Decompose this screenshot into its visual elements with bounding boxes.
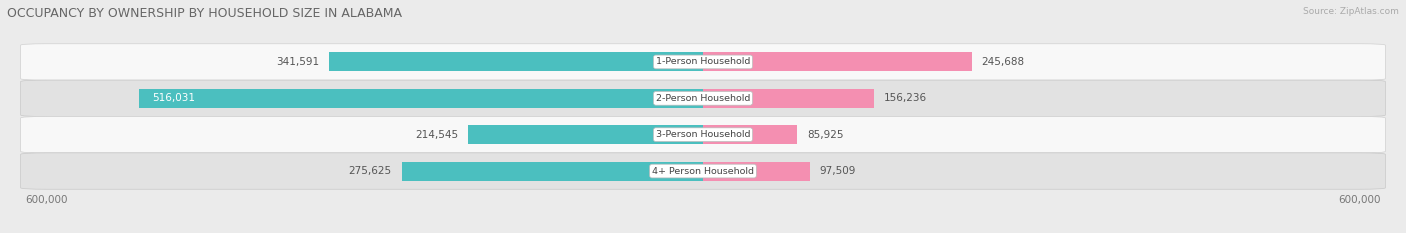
Text: 516,031: 516,031 [152, 93, 195, 103]
Bar [703, 89, 875, 108]
Text: 156,236: 156,236 [884, 93, 927, 103]
Text: Source: ZipAtlas.com: Source: ZipAtlas.com [1303, 7, 1399, 16]
Text: 3-Person Household: 3-Person Household [655, 130, 751, 139]
FancyBboxPatch shape [21, 80, 1385, 116]
FancyBboxPatch shape [21, 116, 1385, 153]
Bar [329, 52, 703, 71]
Bar [468, 125, 703, 144]
Text: 214,545: 214,545 [415, 130, 458, 140]
Text: 341,591: 341,591 [277, 57, 319, 67]
Text: 2-Person Household: 2-Person Household [655, 94, 751, 103]
Bar [402, 162, 703, 181]
FancyBboxPatch shape [21, 153, 1385, 189]
FancyBboxPatch shape [21, 44, 1385, 80]
Bar [703, 52, 972, 71]
Text: 275,625: 275,625 [349, 166, 392, 176]
Bar [703, 162, 810, 181]
Text: OCCUPANCY BY OWNERSHIP BY HOUSEHOLD SIZE IN ALABAMA: OCCUPANCY BY OWNERSHIP BY HOUSEHOLD SIZE… [7, 7, 402, 20]
Text: 1-Person Household: 1-Person Household [655, 58, 751, 66]
Text: 85,925: 85,925 [807, 130, 844, 140]
Bar [703, 125, 797, 144]
Text: 4+ Person Household: 4+ Person Household [652, 167, 754, 175]
Bar [139, 89, 703, 108]
Text: 245,688: 245,688 [981, 57, 1025, 67]
Text: 97,509: 97,509 [820, 166, 856, 176]
